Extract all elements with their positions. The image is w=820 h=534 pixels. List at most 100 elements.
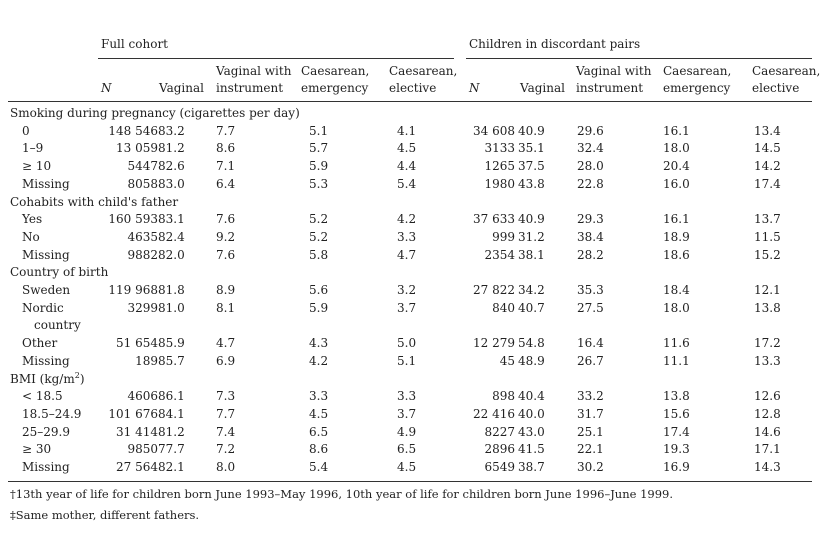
table-cell-cl1: 3.7 [397, 406, 417, 421]
table-cell-cl2: 14.5 [754, 141, 781, 156]
row-label: Sweden [22, 283, 71, 297]
section-title: Cohabits with child's father [10, 194, 178, 210]
table-cell-n1: 5447 [127, 159, 158, 174]
table-cell-ce2: 11.6 [663, 336, 690, 351]
table-cell-cl2: 17.2 [754, 336, 781, 351]
table-cell-v2: 31.2 [518, 229, 545, 244]
table-cell-cl2: 13.3 [754, 353, 781, 368]
group-header-discordant-pairs: Children in discordant pairs [469, 37, 641, 51]
table-cell-vi2: 25.1 [577, 424, 604, 439]
section-title-text: BMI (kg/m [10, 371, 75, 386]
table-cell-ce2: 17.4 [663, 424, 690, 439]
table-cell-v1: 83.0 [158, 176, 185, 191]
table-cell-cl1: 3.3 [397, 389, 417, 404]
table-cell-ce1: 5.8 [309, 247, 329, 262]
table-cell-vi1: 8.6 [216, 141, 236, 156]
table-cell-v2: 38.1 [518, 247, 545, 262]
section-title-superscript: 2 [74, 370, 80, 380]
table-cell-n2: 37 633 [473, 212, 515, 227]
table-cell-v2: 40.4 [518, 389, 545, 404]
table-cell-n2: 6549 [484, 460, 515, 474]
table-cell-cl1: 4.9 [397, 424, 417, 439]
table-cell-vi1: 7.3 [216, 389, 236, 404]
table-cell-n1: 101 676 [108, 406, 158, 421]
table-cell-ce1: 5.3 [309, 176, 329, 191]
table-cell-ce1: 5.9 [309, 300, 329, 315]
row-label: 0 [22, 123, 30, 138]
col-header-caes-elective-line1: Caesarean, [752, 64, 820, 78]
table-cell-n1: 189 [135, 353, 158, 368]
table-cell-n2: 27 822 [473, 283, 515, 297]
table-cell-vi2: 16.4 [577, 336, 604, 351]
table-cell-ce1: 6.5 [309, 424, 329, 439]
table-cell-v1: 86.1 [158, 389, 185, 404]
table-cell-ce1: 5.1 [309, 123, 329, 138]
table-cell-v2: 48.9 [518, 353, 545, 368]
table-cell-n2: 898 [492, 389, 515, 404]
table-cell-cl1: 4.5 [397, 141, 417, 156]
table-cell-vi1: 7.6 [216, 247, 236, 262]
table-bottom-rule [8, 481, 812, 482]
table-cell-cl2: 12.6 [754, 389, 781, 404]
row-label: Other [22, 336, 58, 351]
table-cell-v1: 81.0 [158, 300, 185, 315]
table-cell-ce2: 16.9 [663, 460, 690, 474]
table-cell-cl2: 12.1 [754, 283, 781, 297]
table-cell-cl1: 6.5 [397, 442, 417, 457]
table-cell-cl2: 17.4 [754, 176, 781, 191]
table-cell-n1: 4635 [127, 229, 158, 244]
col-header-vaginal-instrument-line2: instrument [576, 81, 644, 95]
table-cell-cl2: 14.2 [754, 159, 781, 174]
col-header-vaginal: Vaginal [520, 81, 565, 95]
table-cell-v2: 40.9 [518, 212, 545, 227]
row-label: 25–29.9 [22, 424, 70, 439]
table-cell-n1: 9882 [127, 247, 158, 262]
table-cell-v1: 84.1 [158, 406, 185, 421]
row-label: Missing [22, 353, 70, 368]
group-header-full-cohort: Full cohort [101, 37, 169, 51]
table-cell-cl1: 4.5 [397, 460, 417, 474]
table-cell-cl2: 11.5 [754, 229, 781, 244]
table-cell-n2: 840 [492, 300, 515, 315]
table-cell-n1: 119 968 [108, 283, 158, 297]
table-cell-ce2: 15.6 [663, 406, 690, 421]
table-cell-v1: 77.7 [158, 442, 185, 457]
table-cell-v1: 85.7 [158, 353, 185, 368]
table-cell-v1: 83.1 [158, 212, 185, 227]
row-label: 18.5–24.9 [22, 406, 82, 421]
table-cell-ce2: 16.1 [663, 123, 690, 138]
col-header-vaginal-instrument-line1: Vaginal with [216, 64, 292, 78]
table-cell-vi1: 7.7 [216, 406, 236, 421]
table-cell-v1: 82.1 [158, 460, 185, 474]
table-cell-n2: 45 [499, 353, 515, 368]
table-cell-v2: 41.5 [518, 442, 545, 457]
table-cell-ce1: 4.5 [309, 406, 329, 421]
table-cell-ce1: 3.3 [309, 389, 329, 404]
table-cell-n2: 12 279 [473, 336, 515, 351]
col-header-caes-emergency-line1: Caesarean, [663, 64, 732, 78]
table-cell-vi1: 7.7 [216, 123, 236, 138]
table-cell-ce1: 5.2 [309, 229, 329, 244]
row-label: 1–9 [22, 141, 44, 156]
table-cell-vi2: 30.2 [577, 460, 604, 474]
table-cell-n1: 160 593 [108, 212, 158, 227]
table-cell-cl1: 4.7 [397, 247, 417, 262]
row-label: ≥ 30 [22, 442, 52, 457]
table-cell-vi1: 7.1 [216, 159, 236, 174]
section-title: Country of birth [10, 264, 108, 280]
table-cell-cl1: 5.1 [397, 353, 417, 368]
table-cell-n1: 8058 [127, 176, 158, 191]
col-header-caes-emergency-line2: emergency [663, 81, 731, 95]
table-cell-v2: 43.8 [518, 176, 545, 191]
table-cell-n1: 13 059 [116, 141, 158, 156]
row-label: < 18.5 [22, 389, 63, 404]
footnote-double-dagger: ‡Same mother, different fathers. [10, 508, 200, 522]
table-cell-cl1: 5.4 [397, 176, 417, 191]
table-cell-ce2: 11.1 [663, 353, 690, 368]
table-cell-n1: 27 564 [116, 460, 158, 474]
row-label: Missing [22, 247, 70, 262]
table-cell-vi1: 7.6 [216, 212, 236, 227]
table-cell-cl2: 15.2 [754, 247, 781, 262]
table-cell-ce1: 5.2 [309, 212, 329, 227]
row-label: Yes [22, 212, 43, 227]
